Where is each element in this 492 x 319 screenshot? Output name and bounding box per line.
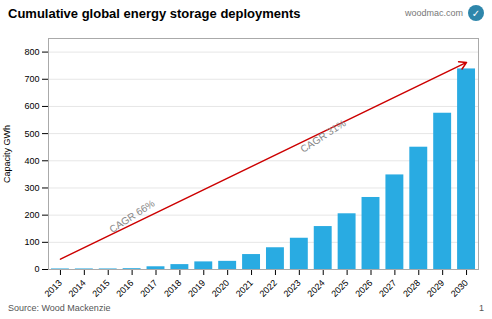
svg-text:CAGR 31%: CAGR 31% <box>298 117 347 154</box>
svg-text:400: 400 <box>24 156 39 166</box>
svg-text:2029: 2029 <box>425 278 446 299</box>
svg-text:700: 700 <box>24 74 39 84</box>
svg-text:2021: 2021 <box>234 278 255 299</box>
svg-text:300: 300 <box>24 183 39 193</box>
svg-text:2015: 2015 <box>90 278 111 299</box>
svg-text:2017: 2017 <box>138 278 159 299</box>
svg-text:2019: 2019 <box>186 278 207 299</box>
svg-text:100: 100 <box>24 237 39 247</box>
html-text:Cumulative global energy stora: Cumulative global energy storage deploym… <box>8 5 301 21</box>
svg-text:Capacity GWh: Capacity GWh <box>2 125 12 183</box>
svg-text:2024: 2024 <box>305 278 326 299</box>
svg-text:2016: 2016 <box>114 278 135 299</box>
svg-text:2020: 2020 <box>210 278 231 299</box>
html-text:1: 1 <box>479 303 484 313</box>
svg-text:2013: 2013 <box>43 278 64 299</box>
html-text:Source: Wood Mackenzie: Source: Wood Mackenzie <box>8 303 111 313</box>
svg-text:2026: 2026 <box>353 278 374 299</box>
svg-text:200: 200 <box>24 210 39 220</box>
svg-text:2022: 2022 <box>258 278 279 299</box>
svg-text:2025: 2025 <box>329 278 350 299</box>
svg-text:2014: 2014 <box>67 278 88 299</box>
svg-text:2018: 2018 <box>162 278 183 299</box>
svg-text:500: 500 <box>24 128 39 138</box>
svg-text:2023: 2023 <box>282 278 303 299</box>
svg-text:0: 0 <box>34 264 39 274</box>
svg-text:2030: 2030 <box>449 278 470 299</box>
svg-text:2028: 2028 <box>401 278 422 299</box>
html-text:woodmac.com: woodmac.com <box>405 8 463 18</box>
svg-text:800: 800 <box>24 47 39 57</box>
svg-text:CAGR 66%: CAGR 66% <box>107 198 156 235</box>
svg-text:2027: 2027 <box>377 278 398 299</box>
svg-text:600: 600 <box>24 101 39 111</box>
